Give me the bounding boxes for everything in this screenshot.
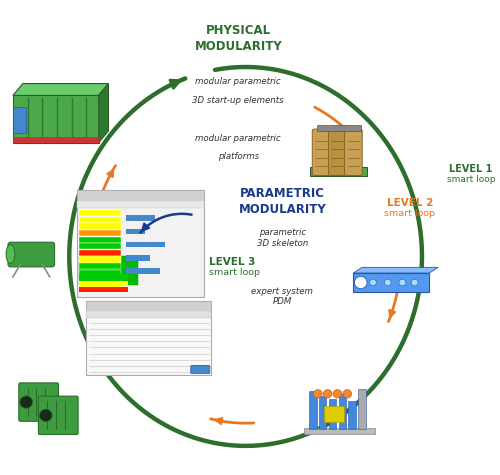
Bar <box>86 302 212 311</box>
Bar <box>319 396 326 429</box>
Bar <box>13 137 98 143</box>
Text: platforms: platforms <box>218 152 259 162</box>
Text: parametric: parametric <box>259 228 306 238</box>
Text: LEVEL 3: LEVEL 3 <box>209 257 256 267</box>
Bar <box>79 256 138 285</box>
Bar <box>348 401 356 429</box>
FancyBboxPatch shape <box>19 383 59 421</box>
Bar <box>329 399 336 429</box>
Bar <box>14 107 26 133</box>
FancyBboxPatch shape <box>354 273 430 292</box>
Text: 3D skeleton: 3D skeleton <box>256 238 308 247</box>
FancyBboxPatch shape <box>8 242 54 267</box>
Bar <box>126 242 165 247</box>
Circle shape <box>358 279 364 286</box>
Bar <box>304 428 376 434</box>
Circle shape <box>314 390 322 398</box>
Text: smart loop: smart loop <box>446 175 495 184</box>
Bar <box>79 217 120 223</box>
Text: PHYSICAL
MODULARITY: PHYSICAL MODULARITY <box>194 24 282 53</box>
FancyBboxPatch shape <box>328 129 346 175</box>
Text: smart loop: smart loop <box>209 268 260 277</box>
Text: LEVEL 2: LEVEL 2 <box>386 199 433 209</box>
Bar <box>79 276 120 283</box>
Text: expert system: expert system <box>252 286 314 295</box>
Circle shape <box>384 279 391 286</box>
Polygon shape <box>13 84 108 95</box>
Circle shape <box>354 276 367 289</box>
Bar <box>79 281 128 286</box>
Bar <box>76 200 204 208</box>
Bar <box>126 215 155 221</box>
Text: LEVEL 1: LEVEL 1 <box>450 164 492 174</box>
Bar <box>86 311 212 318</box>
FancyBboxPatch shape <box>310 167 366 176</box>
Circle shape <box>20 396 32 408</box>
Bar <box>79 210 120 216</box>
Bar <box>126 268 160 274</box>
Circle shape <box>399 279 406 286</box>
Bar <box>79 270 120 276</box>
Circle shape <box>411 279 418 286</box>
Bar <box>79 243 120 249</box>
Bar <box>79 230 120 236</box>
Bar <box>79 263 120 269</box>
Text: PDM: PDM <box>272 297 292 306</box>
Text: PARAMETRIC
MODULARITY: PARAMETRIC MODULARITY <box>238 188 326 217</box>
Bar <box>79 250 120 256</box>
FancyBboxPatch shape <box>38 396 78 435</box>
Bar <box>316 125 360 131</box>
Bar <box>126 228 145 234</box>
Bar <box>338 394 346 429</box>
FancyBboxPatch shape <box>13 95 98 143</box>
Ellipse shape <box>6 245 15 264</box>
Circle shape <box>333 390 342 398</box>
Circle shape <box>40 409 52 421</box>
Bar <box>310 391 316 429</box>
FancyBboxPatch shape <box>344 129 362 175</box>
Bar <box>79 256 120 263</box>
Polygon shape <box>98 84 108 143</box>
Bar <box>86 302 212 375</box>
Bar <box>79 287 128 292</box>
Circle shape <box>324 390 332 398</box>
Bar <box>126 255 150 261</box>
Text: modular parametric: modular parametric <box>196 133 281 142</box>
Bar <box>79 275 128 280</box>
Bar <box>324 406 344 422</box>
Bar <box>76 190 204 200</box>
Polygon shape <box>354 267 438 273</box>
Bar <box>79 283 120 289</box>
Text: 3D start-up elements: 3D start-up elements <box>192 95 284 104</box>
FancyBboxPatch shape <box>312 129 330 175</box>
FancyBboxPatch shape <box>191 365 210 373</box>
Circle shape <box>370 279 376 286</box>
Text: modular parametric: modular parametric <box>196 76 281 86</box>
Bar <box>79 237 120 243</box>
Text: smart loop: smart loop <box>384 209 435 218</box>
Bar <box>358 389 366 429</box>
Circle shape <box>343 390 351 398</box>
Bar <box>76 190 204 297</box>
Bar <box>79 223 120 229</box>
